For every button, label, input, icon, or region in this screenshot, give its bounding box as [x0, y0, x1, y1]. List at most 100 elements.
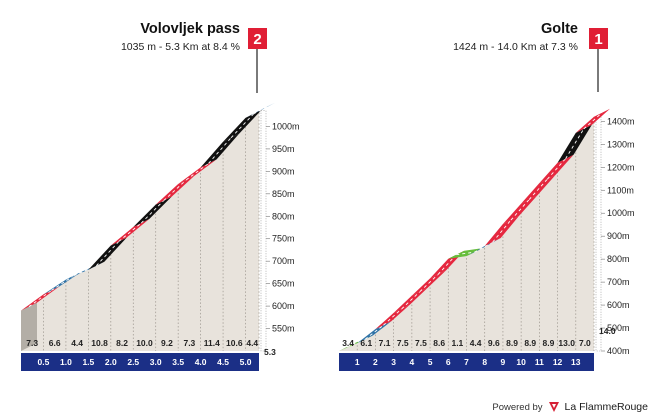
gradient-label: 9.2	[161, 338, 173, 348]
slope-centerline	[185, 162, 209, 181]
slope-centerline	[510, 199, 530, 221]
gradient-label: 8.9	[506, 338, 518, 348]
y-tick-label: 500m	[607, 323, 630, 333]
summit-flag-icon	[589, 28, 608, 49]
y-tick-label: 1000m	[607, 208, 635, 218]
y-tick-label: 800m	[272, 211, 295, 221]
slope-segment	[223, 109, 262, 142]
km-label: 11	[535, 357, 544, 367]
profile-end-wall	[595, 116, 602, 352]
gradient-label: 1.1	[451, 338, 463, 348]
y-tick-label: 950m	[272, 144, 295, 154]
km-label: 4.5	[217, 357, 229, 367]
gradient-label: 6.6	[49, 338, 61, 348]
profile-side-face	[21, 302, 37, 351]
km-label: 5.0	[240, 357, 252, 367]
slope-centerline	[437, 254, 457, 275]
slope-centerline	[118, 222, 142, 242]
profile-end-wall	[260, 110, 267, 352]
slope-segment	[155, 175, 195, 205]
y-tick-label: 700m	[607, 277, 630, 287]
slope-centerline	[140, 200, 165, 224]
slope-centerline	[51, 275, 75, 291]
y-tick-label: 700m	[272, 256, 295, 266]
km-label: 9	[501, 357, 506, 367]
km-label: 2.0	[105, 357, 117, 367]
km-label: 3.5	[172, 357, 184, 367]
km-label: 1.5	[82, 357, 94, 367]
y-tick-label: 800m	[607, 254, 630, 264]
y-tick-label: 900m	[272, 166, 295, 176]
km-label: 3	[391, 357, 396, 367]
volovljek-pass-profile: 550m 600m 650m 700m 750m 800m 850m 900m 950m 1000…	[21, 21, 300, 371]
slope-centerline	[163, 179, 187, 201]
km-label: 8	[482, 357, 487, 367]
y-tick-label: 600m	[607, 300, 630, 310]
km-label: 1.0	[60, 357, 72, 367]
powered-by-label: Powered by	[492, 401, 543, 413]
climb-title: Golte	[541, 21, 578, 37]
slope-centerline	[253, 106, 268, 115]
summit-rank-label: 2	[253, 31, 261, 48]
gradient-label: 10.8	[91, 338, 108, 348]
km-end-label: 14.0	[599, 326, 616, 336]
km-label: 13	[571, 357, 581, 367]
slope-segment	[557, 124, 592, 163]
y-tick-label: 1200m	[607, 162, 635, 172]
km-end-label: 5.3	[264, 347, 276, 357]
slope-centerline	[383, 308, 402, 326]
slope-segment	[357, 321, 392, 344]
y-tick-label: 850m	[272, 189, 295, 199]
km-label: 10	[516, 357, 526, 367]
slope-segment	[88, 237, 127, 270]
gradient-label: 7.0	[579, 338, 591, 348]
gradient-label: 6.1	[360, 338, 372, 348]
gradient-label: 8.9	[524, 338, 536, 348]
gradient-label: 7.3	[183, 338, 195, 348]
slope-centerline	[401, 291, 421, 310]
km-label: 2	[373, 357, 378, 367]
golte-profile: 400m 500m 600m 700m 800m 900m 1000m 1100m 1200m 1…	[339, 21, 635, 371]
gradient-label: 4.4	[246, 338, 258, 348]
gradient-label: 13.0	[558, 338, 575, 348]
climb-subtitle: 1424 m - 14.0 Km at 7.3 %	[453, 41, 578, 53]
y-tick-label: 1100m	[607, 185, 634, 195]
km-label: 5	[428, 357, 433, 367]
flame-rouge-logo-icon	[548, 402, 559, 412]
gradient-label: 7.5	[415, 338, 427, 348]
km-label: 1	[355, 357, 360, 367]
km-label: 12	[553, 357, 563, 367]
climb-subtitle: 1035 m - 5.3 Km at 8.4 %	[121, 41, 240, 53]
gradient-label: 7.5	[397, 338, 409, 348]
gradient-label: 10.6	[226, 338, 243, 348]
y-tick-label: 1000m	[272, 121, 300, 131]
y-tick-label: 750m	[272, 234, 295, 244]
km-label: 3.0	[150, 357, 162, 367]
slope-segment	[200, 133, 240, 168]
y-tick-label: 400m	[607, 346, 630, 356]
km-label: 4.0	[195, 357, 207, 367]
gradient-label: 10.0	[136, 338, 153, 348]
km-label: 2.5	[127, 357, 139, 367]
gradient-label: 8.9	[543, 338, 555, 348]
y-tick-label: 1300m	[607, 139, 635, 149]
gradient-label: 9.6	[488, 338, 500, 348]
slope-centerline	[364, 324, 384, 340]
slope-centerline	[28, 290, 52, 307]
slope-centerline	[583, 112, 603, 130]
km-label: 7	[464, 357, 469, 367]
gradient-label: 3.4	[342, 338, 354, 348]
slope-centerline	[419, 274, 439, 292]
slope-segment	[448, 248, 483, 259]
y-tick-label: 1400m	[607, 116, 635, 126]
gradient-label: 11.4	[204, 338, 220, 348]
gradient-label: 7.1	[379, 338, 391, 348]
gradient-label: 4.4	[71, 338, 83, 348]
slope-centerline	[547, 158, 566, 180]
gradient-label: 8.2	[116, 338, 128, 348]
gradient-label: 8.6	[433, 338, 445, 348]
km-label: 4	[409, 357, 414, 367]
slope-segment	[133, 196, 172, 228]
y-tick-label: 550m	[272, 324, 295, 334]
